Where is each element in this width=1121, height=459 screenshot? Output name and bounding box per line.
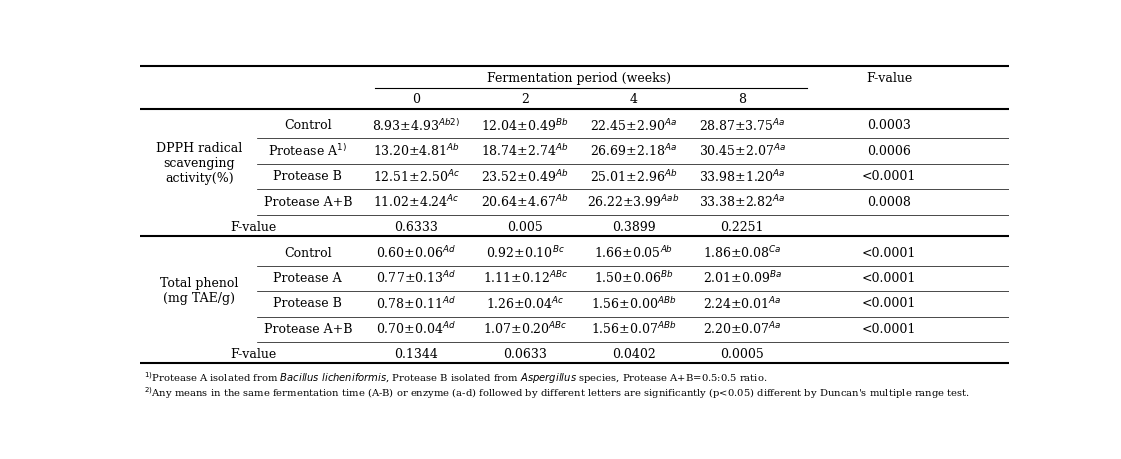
Text: $^{2)}$Any means in the same fermentation time (A-B) or enzyme (a-d) followed by: $^{2)}$Any means in the same fermentatio… <box>143 385 970 401</box>
Text: 0.92±0.10$^{Bc}$: 0.92±0.10$^{Bc}$ <box>485 245 564 261</box>
Text: <0.0001: <0.0001 <box>862 297 916 310</box>
Text: 2.24±0.01$^{Aa}$: 2.24±0.01$^{Aa}$ <box>703 296 781 312</box>
Text: 0.1344: 0.1344 <box>395 348 438 361</box>
Text: Protease A+B: Protease A+B <box>263 196 352 208</box>
Text: 2: 2 <box>521 94 529 106</box>
Text: Protease A$^{1)}$: Protease A$^{1)}$ <box>268 143 348 159</box>
Text: 1.56±0.00$^{ABb}$: 1.56±0.00$^{ABb}$ <box>591 296 676 312</box>
Text: F-value: F-value <box>231 348 277 361</box>
Text: 12.51±2.50$^{Ac}$: 12.51±2.50$^{Ac}$ <box>373 168 460 185</box>
Text: 0.0008: 0.0008 <box>867 196 911 208</box>
Text: Total phenol
(mg TAE/g): Total phenol (mg TAE/g) <box>160 277 239 305</box>
Text: 2.01±0.09$^{Ba}$: 2.01±0.09$^{Ba}$ <box>703 270 781 287</box>
Text: 1.50±0.06$^{Bb}$: 1.50±0.06$^{Bb}$ <box>594 270 674 286</box>
Text: 0.0006: 0.0006 <box>867 145 911 158</box>
Text: Protease B: Protease B <box>274 170 342 183</box>
Text: 8.93±4.93$^{Ab2)}$: 8.93±4.93$^{Ab2)}$ <box>372 118 461 134</box>
Text: 0.2251: 0.2251 <box>721 221 763 234</box>
Text: 0.78±0.11$^{Ad}$: 0.78±0.11$^{Ad}$ <box>377 296 456 312</box>
Text: 1.56±0.07$^{ABb}$: 1.56±0.07$^{ABb}$ <box>591 321 676 337</box>
Text: 1.11±0.12$^{ABc}$: 1.11±0.12$^{ABc}$ <box>482 270 567 287</box>
Text: Protease B: Protease B <box>274 297 342 310</box>
Text: Protease A: Protease A <box>274 272 342 285</box>
Text: 25.01±2.96$^{Ab}$: 25.01±2.96$^{Ab}$ <box>590 169 677 185</box>
Text: F-value: F-value <box>231 221 277 234</box>
Text: 0.0633: 0.0633 <box>503 348 547 361</box>
Text: $^{1)}$Protease A isolated from $\it{Bacillus\ licheniformis}$, Protease B isola: $^{1)}$Protease A isolated from $\it{Bac… <box>143 370 767 386</box>
Text: 26.22±3.99$^{Aab}$: 26.22±3.99$^{Aab}$ <box>587 194 679 210</box>
Text: 0.70±0.04$^{Ad}$: 0.70±0.04$^{Ad}$ <box>377 321 456 337</box>
Text: 8: 8 <box>739 94 747 106</box>
Text: Control: Control <box>284 246 332 259</box>
Text: 20.64±4.67$^{Ab}$: 20.64±4.67$^{Ab}$ <box>481 194 568 210</box>
Text: 0.0003: 0.0003 <box>867 119 911 132</box>
Text: <0.0001: <0.0001 <box>862 323 916 336</box>
Text: 26.69±2.18$^{Aa}$: 26.69±2.18$^{Aa}$ <box>590 143 677 160</box>
Text: 1.66±0.05$^{Ab}$: 1.66±0.05$^{Ab}$ <box>594 245 673 261</box>
Text: 12.04±0.49$^{Bb}$: 12.04±0.49$^{Bb}$ <box>481 118 568 134</box>
Text: 33.38±2.82$^{Aa}$: 33.38±2.82$^{Aa}$ <box>700 194 786 210</box>
Text: 0.3899: 0.3899 <box>612 221 656 234</box>
Text: <0.0001: <0.0001 <box>862 170 916 183</box>
Text: 28.87±3.75$^{Aa}$: 28.87±3.75$^{Aa}$ <box>700 118 786 134</box>
Text: DPPH radical
scavenging
activity(%): DPPH radical scavenging activity(%) <box>156 142 242 185</box>
Text: 0.77±0.13$^{Ad}$: 0.77±0.13$^{Ad}$ <box>377 270 456 286</box>
Text: Protease A+B: Protease A+B <box>263 323 352 336</box>
Text: 22.45±2.90$^{Aa}$: 22.45±2.90$^{Aa}$ <box>590 118 677 134</box>
Text: 0.0005: 0.0005 <box>721 348 765 361</box>
Text: 11.02±4.24$^{Ac}$: 11.02±4.24$^{Ac}$ <box>373 194 460 210</box>
Text: 2.20±0.07$^{Aa}$: 2.20±0.07$^{Aa}$ <box>703 321 781 338</box>
Text: 0: 0 <box>413 94 420 106</box>
Text: 1.07±0.20$^{ABc}$: 1.07±0.20$^{ABc}$ <box>483 321 567 338</box>
Text: Control: Control <box>284 119 332 132</box>
Text: 33.98±1.20$^{Aa}$: 33.98±1.20$^{Aa}$ <box>698 168 786 185</box>
Text: 23.52±0.49$^{Ab}$: 23.52±0.49$^{Ab}$ <box>481 169 568 185</box>
Text: 1.26±0.04$^{Ac}$: 1.26±0.04$^{Ac}$ <box>485 296 564 312</box>
Text: 0.60±0.06$^{Ad}$: 0.60±0.06$^{Ad}$ <box>377 245 456 261</box>
Text: F-value: F-value <box>865 72 912 84</box>
Text: Fermentation period (weeks): Fermentation period (weeks) <box>488 72 671 84</box>
Text: 0.6333: 0.6333 <box>395 221 438 234</box>
Text: 0.005: 0.005 <box>507 221 543 234</box>
Text: <0.0001: <0.0001 <box>862 246 916 259</box>
Text: 1.86±0.08$^{Ca}$: 1.86±0.08$^{Ca}$ <box>703 245 781 261</box>
Text: 13.20±4.81$^{Ab}$: 13.20±4.81$^{Ab}$ <box>373 143 460 159</box>
Text: <0.0001: <0.0001 <box>862 272 916 285</box>
Text: 4: 4 <box>630 94 638 106</box>
Text: 0.0402: 0.0402 <box>612 348 656 361</box>
Text: 30.45±2.07$^{Aa}$: 30.45±2.07$^{Aa}$ <box>698 143 786 160</box>
Text: 18.74±2.74$^{Ab}$: 18.74±2.74$^{Ab}$ <box>481 143 568 159</box>
